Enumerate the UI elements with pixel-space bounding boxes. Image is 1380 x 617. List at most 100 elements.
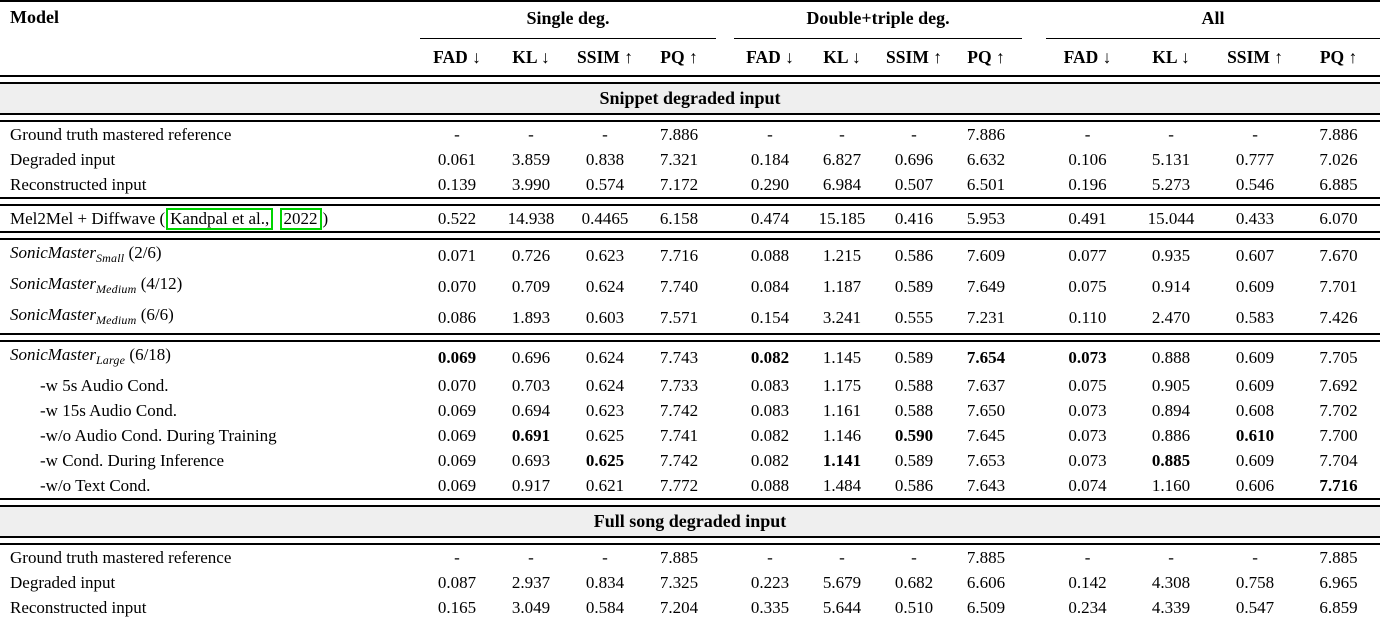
metric-header-ssim-g1: SSIM ↑ (886, 46, 942, 67)
table-row: Reconstructed input 0.139 3.990 0.574 7.172 0… (0, 172, 1380, 197)
metric-value: - (1084, 125, 1091, 144)
model-label: SonicMasterMedium (6/6) (0, 302, 420, 333)
up-arrow-icon: ↑ (688, 46, 698, 67)
metric-value: 2.937 (511, 573, 551, 592)
metric-header-fad-g2: FAD ↓ (1063, 46, 1112, 67)
double-rule (0, 75, 1380, 84)
metric-header-kl-g0: KL ↓ (512, 46, 550, 67)
metric-value: 0.154 (750, 308, 790, 327)
model-name-italic: SonicMaster (10, 243, 96, 262)
model-label: SonicMasterMedium (4/12) (0, 271, 420, 302)
column-spacer (1022, 172, 1046, 197)
section-title: Snippet degraded input (0, 84, 1380, 113)
metric-value: 7.741 (659, 426, 699, 445)
metric-value: 0.075 (1068, 376, 1107, 395)
table-row: Degraded input 0.087 2.937 0.834 7.325 0.223 5… (0, 570, 1380, 595)
metric-value: 7.705 (1319, 348, 1358, 367)
table-row: Reconstructed input 0.165 3.049 0.584 7.204 0… (0, 595, 1380, 617)
metric-value: 7.742 (659, 401, 699, 420)
metric-value: 0.139 (437, 175, 477, 194)
metric-value: - (1084, 548, 1091, 567)
metric-value: 15.185 (818, 209, 866, 228)
metric-value: 0.510 (894, 598, 934, 617)
metric-value: 0.061 (437, 150, 477, 169)
metric-value: 6.070 (1319, 209, 1358, 228)
metric-value: 7.026 (1319, 150, 1358, 169)
section-band: Snippet degraded input (0, 84, 1380, 113)
label-text: (4/12) (136, 274, 183, 293)
metric-value: 7.700 (1319, 426, 1358, 445)
metric-value: 0.073 (1068, 426, 1107, 445)
metric-value: 5.644 (822, 598, 862, 617)
metric-value: 0.290 (750, 175, 790, 194)
down-arrow-icon: ↓ (785, 46, 794, 67)
metric-header-pq-g2: PQ ↑ (1319, 46, 1358, 67)
metric-value: 0.694 (511, 401, 551, 420)
column-spacer (716, 473, 734, 498)
metric-value: 0.547 (1235, 598, 1275, 617)
metric-value: 0.935 (1151, 246, 1191, 265)
metric-value: - (1252, 125, 1258, 144)
column-spacer (1022, 271, 1046, 302)
metric-header-fad-g1: FAD ↓ (746, 46, 794, 67)
metric-value: 0.106 (1068, 150, 1107, 169)
metric-value: 0.084 (750, 277, 790, 296)
label-text: -w 15s Audio Cond. (40, 401, 177, 420)
metric-value: 0.917 (511, 476, 551, 495)
metric-value: 7.204 (659, 598, 699, 617)
citation-link[interactable]: Kandpal et al., (166, 208, 274, 230)
metric-value: 0.416 (894, 209, 934, 228)
metric-value: 1.146 (822, 426, 862, 445)
column-spacer (716, 271, 734, 302)
metric-value: 7.885 (966, 548, 1006, 567)
metric-value: 0.069 (437, 401, 477, 420)
metric-value: 0.110 (1068, 308, 1107, 327)
metric-value: 7.886 (659, 125, 699, 144)
metric-value: 6.501 (966, 175, 1006, 194)
metric-value: 5.273 (1151, 175, 1191, 194)
metric-value: 0.914 (1151, 277, 1191, 296)
metric-value: 2.470 (1151, 308, 1191, 327)
metric-header-pq-g0: PQ ↑ (660, 46, 698, 67)
column-spacer (1022, 122, 1046, 147)
metric-value: 0.894 (1151, 401, 1191, 420)
metric-value: 7.609 (966, 246, 1006, 265)
label-text: Ground truth mastered reference (10, 125, 232, 144)
metric-value: 7.743 (659, 348, 699, 367)
metric-value: 0.522 (437, 209, 477, 228)
label-text: Mel2Mel + Diffwave ( (10, 209, 166, 228)
column-spacer (716, 206, 734, 231)
metric-value: 0.083 (750, 401, 790, 420)
metric-value: 0.4465 (581, 209, 629, 228)
double-rule (0, 536, 1380, 545)
down-arrow-icon: ↓ (851, 46, 861, 67)
model-size-subscript: Small (95, 251, 125, 265)
label-text: (6/18) (125, 345, 171, 364)
up-arrow-icon: ↑ (995, 46, 1005, 67)
metric-value: 0.234 (1068, 598, 1107, 617)
metric-value: 0.069 (437, 426, 477, 445)
metric-value: 0.574 (585, 175, 625, 194)
metric-value: 7.571 (659, 308, 699, 327)
metric-value: 0.624 (585, 348, 625, 367)
metric-value: - (1168, 548, 1174, 567)
table-row: -w 5s Audio Cond. 0.070 0.703 0.624 7.733 0.0… (0, 373, 1380, 398)
label-text: Degraded input (10, 150, 116, 169)
metric-value: 7.692 (1319, 376, 1358, 395)
model-label: -w 15s Audio Cond. (0, 398, 420, 423)
label-text: Reconstructed input (10, 598, 147, 617)
table-header: Model Single deg. Double+triple deg. All… (0, 1, 1380, 75)
metric-value: 0.696 (894, 150, 934, 169)
metric-value: 5.679 (822, 573, 862, 592)
down-arrow-icon: ↓ (1181, 46, 1190, 67)
metric-value: 0.609 (1235, 451, 1275, 470)
model-label: -w/o Audio Cond. During Training (0, 423, 420, 448)
metric-value: 7.740 (659, 277, 699, 296)
metric-value: - (911, 125, 917, 144)
citation-link[interactable]: 2022 (279, 208, 322, 230)
column-spacer (1022, 1, 1046, 75)
metric-value: 0.507 (894, 175, 934, 194)
metric-value: - (528, 548, 534, 567)
table-body: Snippet degraded input Ground truth maste… (0, 75, 1380, 617)
